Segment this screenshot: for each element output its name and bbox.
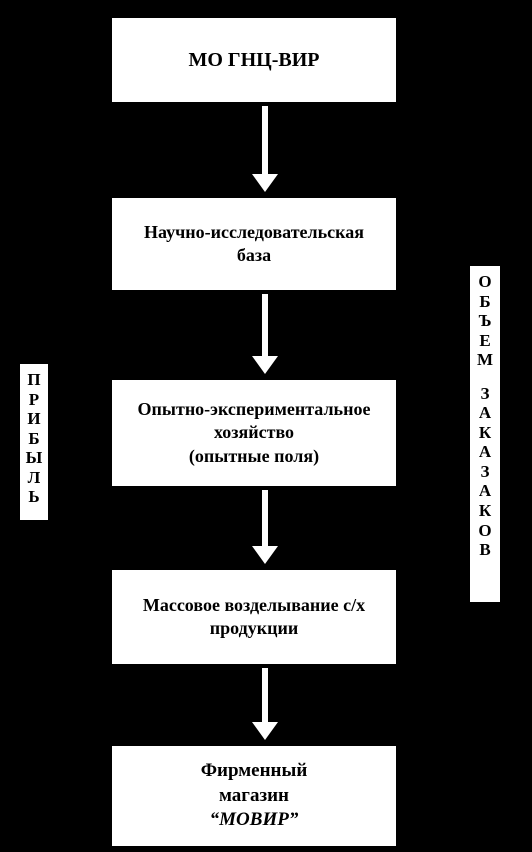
node-mo-gnc-vir: МО ГНЦ-ВИР [110, 16, 398, 104]
arrow-3 [252, 490, 278, 564]
side-char: М [477, 350, 493, 370]
side-char: А [479, 442, 491, 462]
side-char: О [478, 272, 491, 292]
side-char: А [479, 481, 491, 501]
node-label-line: хозяйство [214, 421, 294, 444]
arrow-shaft [262, 294, 268, 356]
arrow-head-icon [252, 174, 278, 192]
side-char: Л [28, 468, 41, 488]
node-label-italic: “МОВИР” [210, 808, 299, 833]
node-label-line: база [237, 244, 271, 267]
side-char: Е [479, 331, 490, 351]
arrow-shaft [262, 490, 268, 546]
node-mass-cultivation: Массовое возделывание с/х продукции [110, 568, 398, 666]
arrow-4 [252, 668, 278, 740]
arrow-shaft [262, 106, 268, 174]
node-label-prefix: магазин [210, 784, 299, 809]
arrow-head-icon [252, 356, 278, 374]
node-label-line: магазин “МОВИР” [210, 784, 299, 833]
node-label-line: Научно-исследовательская [144, 221, 364, 244]
arrow-1 [252, 106, 278, 192]
node-label-line: Фирменный [201, 759, 308, 784]
side-char: К [479, 423, 491, 443]
side-char: И [27, 409, 40, 429]
node-label-line: Опытно-экспериментальное [138, 398, 371, 421]
node-brand-store: Фирменный магазин “МОВИР” [110, 744, 398, 848]
side-char: Ъ [478, 311, 491, 331]
side-char: Ь [28, 487, 39, 507]
side-char: К [479, 501, 491, 521]
side-char: З [481, 384, 490, 404]
side-label-orders-volume: О Б Ъ Е М З А К А З А К О В [468, 264, 502, 604]
side-char: П [27, 370, 40, 390]
node-label-line: Массовое возделывание с/х [143, 594, 365, 617]
side-char: Б [28, 429, 39, 449]
node-research-base: Научно-исследовательская база [110, 196, 398, 292]
side-char: Б [479, 292, 490, 312]
side-char: З [481, 462, 490, 482]
node-label: МО ГНЦ-ВИР [188, 47, 319, 73]
side-char: Р [29, 390, 39, 410]
side-label-profit: П Р И Б Ы Л Ь [18, 362, 50, 522]
arrow-head-icon [252, 546, 278, 564]
side-char: Ы [26, 448, 43, 468]
arrow-2 [252, 294, 278, 374]
arrow-head-icon [252, 722, 278, 740]
side-char: В [479, 540, 490, 560]
node-label-line: продукции [210, 617, 298, 640]
side-char: А [479, 403, 491, 423]
node-experimental-farm: Опытно-экспериментальное хозяйство (опыт… [110, 378, 398, 488]
node-label-line: (опытные поля) [189, 445, 319, 468]
side-char: О [478, 521, 491, 541]
arrow-shaft [262, 668, 268, 722]
